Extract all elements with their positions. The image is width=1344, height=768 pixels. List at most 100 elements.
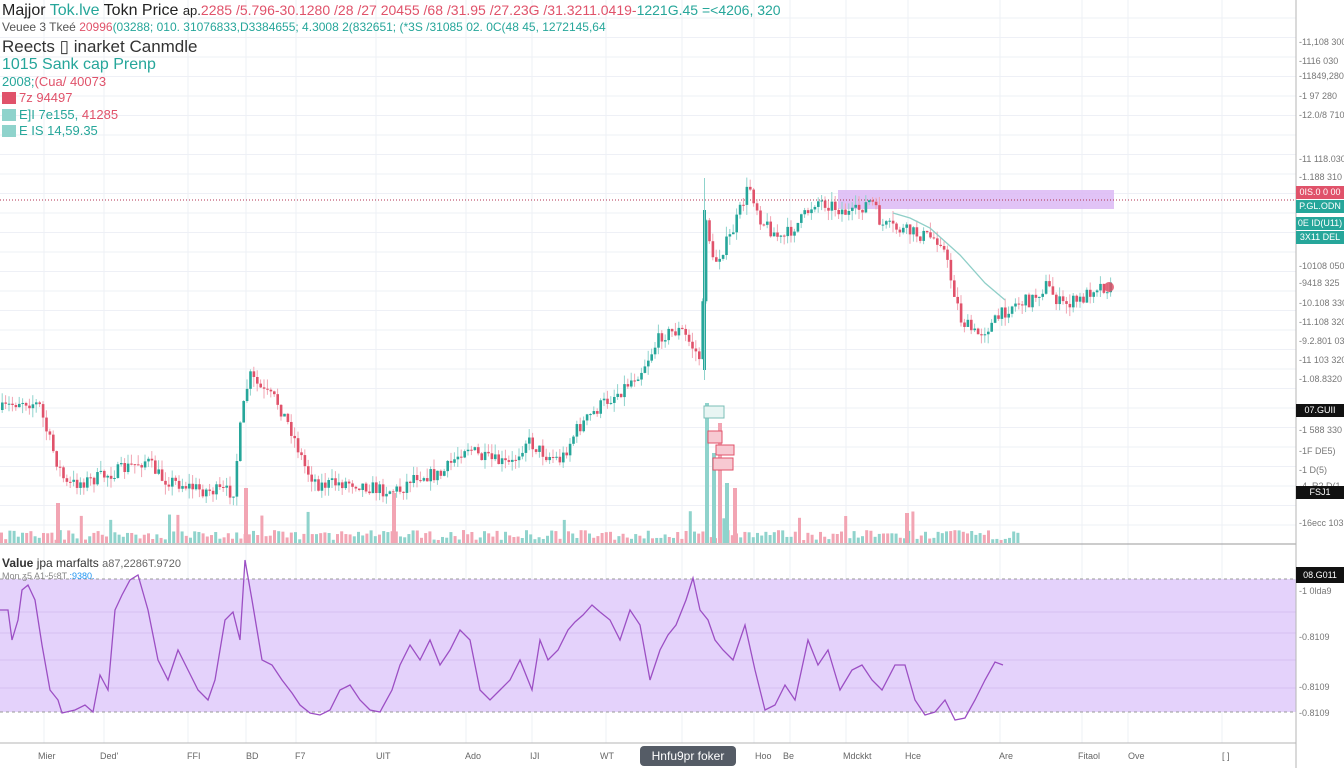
candle bbox=[810, 201, 813, 220]
candle bbox=[41, 401, 45, 427]
candle bbox=[1010, 305, 1014, 318]
candle bbox=[881, 218, 885, 232]
candle bbox=[579, 417, 582, 436]
candle bbox=[983, 327, 987, 343]
candle bbox=[443, 468, 446, 477]
candle bbox=[279, 404, 283, 421]
candle bbox=[79, 477, 82, 495]
candle bbox=[1092, 291, 1095, 303]
candle bbox=[449, 452, 453, 471]
price-axis-label: -1116 030 bbox=[1299, 56, 1339, 66]
candle bbox=[273, 390, 276, 397]
candle bbox=[562, 446, 565, 468]
candle bbox=[575, 420, 579, 443]
candle bbox=[92, 476, 96, 493]
candle bbox=[568, 438, 572, 462]
candle bbox=[1027, 292, 1031, 308]
price-tag: 0E ID(U11) bbox=[1296, 217, 1344, 230]
candle bbox=[483, 443, 487, 469]
candle bbox=[946, 245, 949, 268]
candle bbox=[551, 449, 555, 463]
candle bbox=[647, 350, 650, 375]
candle bbox=[630, 372, 633, 389]
candle bbox=[868, 199, 871, 206]
candle bbox=[269, 387, 273, 398]
candle bbox=[177, 475, 181, 493]
candle bbox=[939, 237, 942, 248]
candle bbox=[1065, 296, 1068, 314]
oscillator-name: Value bbox=[2, 556, 34, 570]
candle bbox=[820, 194, 823, 211]
last-price-marker[interactable] bbox=[1104, 282, 1114, 292]
candle bbox=[823, 196, 827, 212]
candle bbox=[21, 398, 24, 414]
candle bbox=[633, 373, 636, 387]
candle bbox=[429, 466, 432, 491]
price-tag: 07.GUII bbox=[1296, 404, 1344, 417]
candle bbox=[684, 324, 687, 342]
candle bbox=[891, 211, 895, 233]
indicator-values: 2008;(Cua/ 40073 bbox=[2, 74, 106, 89]
candle bbox=[606, 390, 609, 409]
candle bbox=[130, 454, 133, 466]
legend-item[interactable]: E IS 14,59.35 bbox=[2, 123, 98, 138]
oscillator-band-fill bbox=[0, 579, 1296, 712]
time-axis-label: Fitaol bbox=[1078, 751, 1101, 761]
title-part: ap. bbox=[182, 3, 201, 18]
indicator-name[interactable]: 1015 Sank cap Prenp bbox=[2, 56, 156, 73]
candle bbox=[783, 234, 786, 245]
candle bbox=[109, 466, 113, 488]
candle bbox=[585, 413, 589, 426]
candle bbox=[120, 456, 123, 467]
candle bbox=[52, 430, 55, 454]
time-axis-label: [ ] bbox=[1222, 751, 1230, 761]
candle bbox=[453, 452, 456, 467]
candle bbox=[766, 213, 769, 229]
chart-title: Majjor Tok.lve Tokn Price ap.2285 /5.796… bbox=[2, 2, 781, 20]
candle bbox=[307, 459, 310, 482]
candle bbox=[922, 227, 925, 245]
price-axis-label: -1 97 280 bbox=[1299, 91, 1338, 101]
price-axis-label: -10108 050 bbox=[1299, 261, 1344, 271]
candle bbox=[1089, 282, 1092, 304]
candle bbox=[548, 452, 551, 464]
candle bbox=[11, 396, 14, 412]
candle bbox=[834, 195, 837, 217]
candle bbox=[555, 451, 558, 461]
price-axis-label: -1 D(5) bbox=[1299, 465, 1328, 475]
candle bbox=[103, 469, 106, 483]
oscillator-line bbox=[0, 559, 1004, 721]
time-axis-label: Ded' bbox=[100, 751, 119, 761]
candle bbox=[497, 450, 500, 465]
legend-item[interactable]: E]I 7e155, 41285 bbox=[2, 107, 118, 122]
candle bbox=[959, 295, 963, 327]
candle bbox=[409, 480, 412, 493]
candle bbox=[58, 460, 62, 477]
candle bbox=[368, 484, 371, 495]
candle bbox=[987, 327, 990, 344]
volume-annotations bbox=[703, 405, 735, 471]
candle bbox=[691, 332, 694, 358]
candle bbox=[164, 472, 167, 495]
candle bbox=[143, 454, 147, 471]
candle bbox=[745, 177, 749, 215]
candle bbox=[18, 396, 21, 408]
candle bbox=[500, 450, 504, 472]
candle bbox=[487, 444, 490, 457]
price-axis-label: -11849,280 bbox=[1299, 71, 1344, 81]
price-axis-label: -11.108 320 bbox=[1299, 317, 1344, 327]
candle bbox=[1058, 287, 1061, 311]
candle bbox=[1004, 298, 1007, 326]
candle bbox=[55, 450, 58, 471]
legend-item[interactable]: 7z 94497 bbox=[2, 90, 73, 105]
candle bbox=[266, 379, 269, 395]
candle bbox=[303, 449, 307, 474]
candle bbox=[205, 487, 208, 503]
candle bbox=[375, 476, 378, 501]
candle bbox=[395, 484, 398, 498]
candle bbox=[378, 481, 381, 501]
candle bbox=[405, 473, 409, 500]
candle bbox=[463, 449, 466, 459]
candlesticks bbox=[1, 177, 1112, 506]
